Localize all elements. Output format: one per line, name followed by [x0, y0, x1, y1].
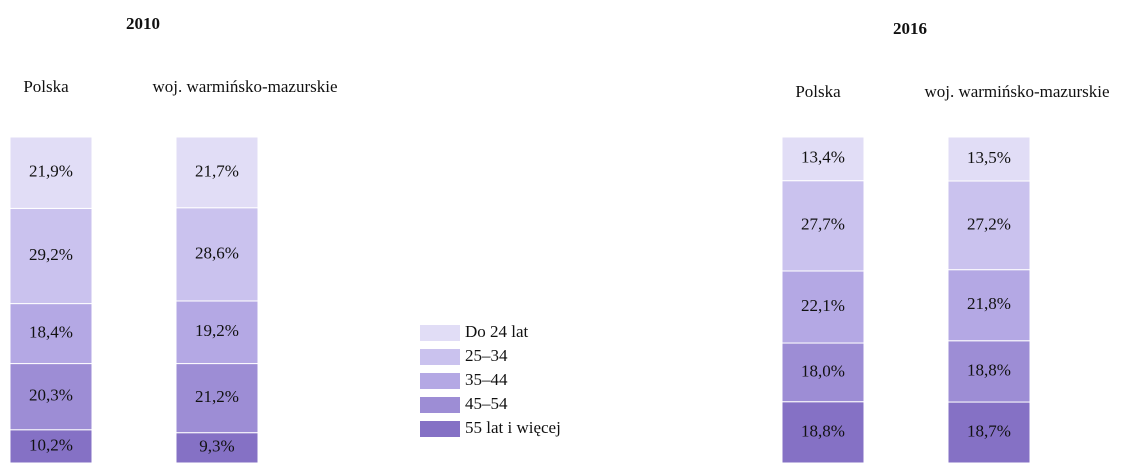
- bar-segment: [9, 429, 93, 463]
- value-label: 13,5%: [967, 148, 1011, 167]
- bar-segment: [947, 180, 1031, 271]
- value-label: 13,4%: [801, 148, 845, 167]
- value-label: 18,8%: [801, 421, 845, 440]
- legend-label: 55 lat i więcej: [465, 418, 561, 437]
- value-label: 21,7%: [195, 161, 239, 180]
- value-label: 21,9%: [29, 162, 73, 181]
- legend-swatch: [420, 325, 460, 341]
- bar-segment: [947, 136, 1031, 182]
- legend-label: 25–34: [465, 346, 508, 365]
- legend-label: Do 24 lat: [465, 322, 529, 341]
- legend-label: 45–54: [465, 394, 508, 413]
- value-label: 18,4%: [29, 322, 73, 341]
- legend-label: 35–44: [465, 370, 508, 389]
- value-label: 27,7%: [801, 215, 845, 234]
- value-label: 18,0%: [801, 361, 845, 380]
- panel-title: 2010: [126, 14, 160, 33]
- category-label: woj. warmińsko-mazurskie: [924, 82, 1109, 101]
- category-label: Polska: [795, 82, 841, 101]
- panel-title: 2016: [893, 19, 927, 38]
- legend-swatch: [420, 349, 460, 365]
- value-label: 29,2%: [29, 245, 73, 264]
- bar-segment: [175, 432, 259, 463]
- bar-segment: [175, 207, 259, 302]
- bar-segment: [9, 136, 93, 209]
- category-label: Polska: [23, 77, 69, 96]
- bar-segment: [175, 300, 259, 365]
- bar-segment: [175, 363, 259, 434]
- bar-segment: [781, 180, 865, 272]
- value-label: 18,7%: [967, 421, 1011, 440]
- bar-segment: [9, 363, 93, 431]
- value-label: 28,6%: [195, 243, 239, 262]
- value-label: 19,2%: [195, 321, 239, 340]
- bar-segment: [781, 136, 865, 182]
- legend-swatch: [420, 397, 460, 413]
- bar-segment: [175, 136, 259, 209]
- bar-segment: [781, 270, 865, 344]
- legend-swatch: [420, 373, 460, 389]
- bar-segment: [781, 342, 865, 403]
- value-label: 21,8%: [967, 294, 1011, 313]
- bar-segment: [9, 207, 93, 305]
- value-label: 21,2%: [195, 387, 239, 406]
- legend-swatch: [420, 421, 460, 437]
- value-label: 10,2%: [29, 435, 73, 454]
- value-label: 20,3%: [29, 386, 73, 405]
- value-label: 18,8%: [967, 360, 1011, 379]
- value-label: 9,3%: [199, 437, 234, 456]
- category-label: woj. warmińsko-mazurskie: [152, 77, 337, 96]
- value-label: 22,1%: [801, 296, 845, 315]
- value-label: 27,2%: [967, 214, 1011, 233]
